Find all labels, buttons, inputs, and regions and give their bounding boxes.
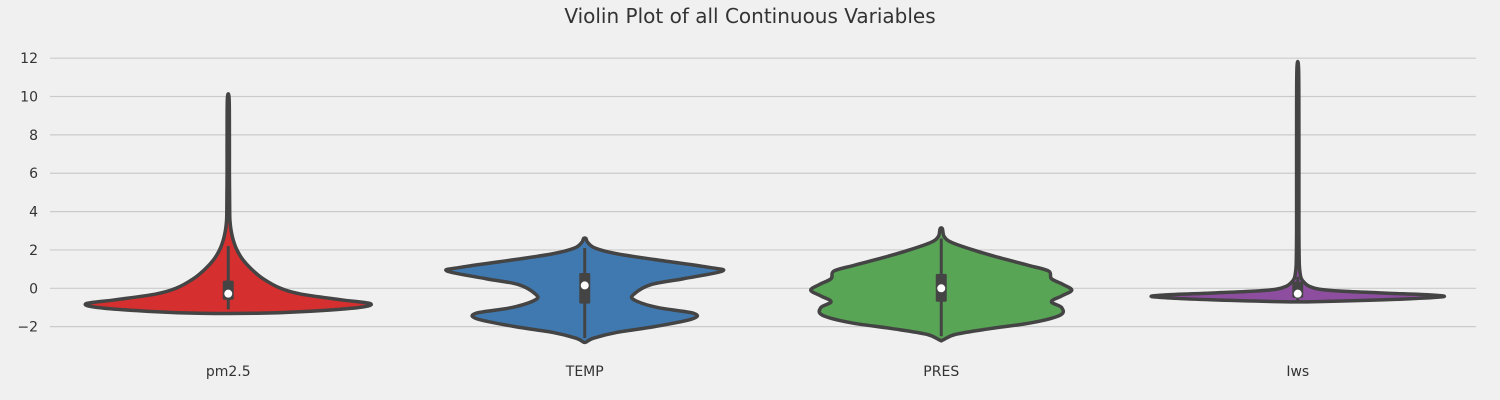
y-tick-label: 6 — [29, 166, 38, 182]
x-tick-label: Iws — [1286, 364, 1309, 380]
y-tick-label: 8 — [29, 128, 38, 144]
y-tick-label: 0 — [29, 281, 38, 297]
median-dot-PRES — [937, 284, 946, 293]
y-tick-label: −2 — [17, 320, 38, 336]
median-dot-pm2.5 — [224, 289, 233, 298]
violin-body-Iws — [1149, 59, 1447, 304]
median-dot-Iws — [1293, 289, 1302, 298]
chart-title: Violin Plot of all Continuous Variables — [564, 4, 936, 28]
x-tick-label: pm2.5 — [206, 364, 251, 380]
y-tick-label: 10 — [20, 90, 38, 106]
median-dot-TEMP — [580, 281, 589, 290]
y-tick-label: 2 — [29, 243, 38, 259]
x-tick-label: TEMP — [565, 364, 604, 380]
violin-body-pm2.5 — [83, 92, 373, 316]
y-tick-label: 4 — [29, 205, 38, 221]
x-tick-label: PRES — [923, 364, 959, 380]
y-tick-label: 12 — [20, 51, 38, 67]
